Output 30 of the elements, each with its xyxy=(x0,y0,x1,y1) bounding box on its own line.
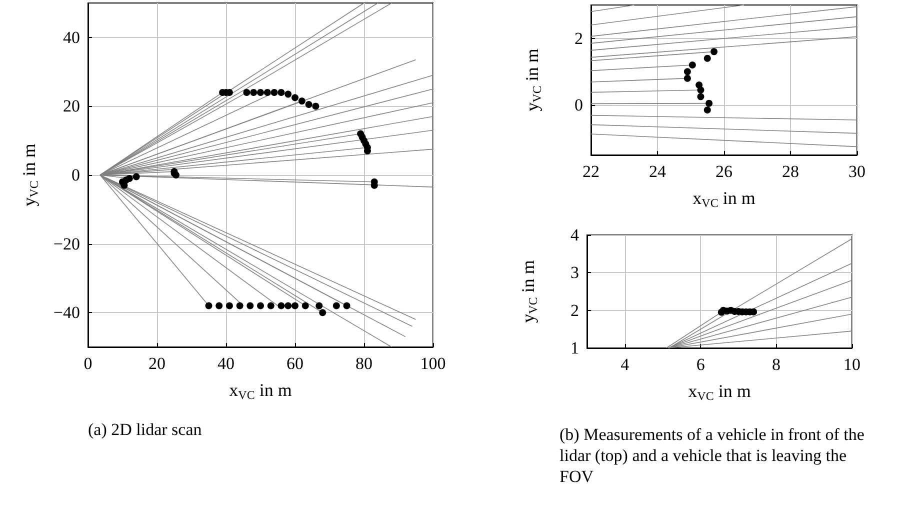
y-tick-label: 0 xyxy=(574,96,583,114)
x-tick-label: 40 xyxy=(218,354,234,373)
x-tick-label: 0 xyxy=(84,354,92,373)
y-tick-label: 3 xyxy=(570,263,579,282)
y-axis-title: yVC in m xyxy=(518,260,540,323)
x-tick-label: 30 xyxy=(848,162,866,181)
x-tick-label: 6 xyxy=(696,355,705,374)
y-tick-label: 4 xyxy=(570,226,580,244)
x-tick-label: 100 xyxy=(420,354,446,373)
x-tick-label: 26 xyxy=(716,162,732,181)
y-axis-title: yVC in m xyxy=(19,144,41,206)
x-tick-label: 4 xyxy=(620,355,630,374)
y-axis-title: yVC in m xyxy=(522,48,544,112)
x-tick-label: 8 xyxy=(772,355,781,374)
x-tick-label: 22 xyxy=(582,162,600,181)
y-tick-label: 20 xyxy=(63,96,80,116)
x-tick-label: 80 xyxy=(356,354,372,373)
y-tick-label: −20 xyxy=(53,234,80,254)
text: (a) 2D lidar scan xyxy=(88,420,202,439)
y-tick-label: 2 xyxy=(570,300,579,320)
y-tick-label: −40 xyxy=(53,303,80,322)
x-tick-label: 60 xyxy=(286,354,304,373)
x-tick-label: 24 xyxy=(649,162,666,181)
x-tick-label: 28 xyxy=(782,162,799,181)
x-tick-label: 20 xyxy=(148,354,166,373)
text: (b) Measurements of a vehicle in front of the lidar (top) and a vehicle that is leaving the FOV xyxy=(560,425,869,486)
y-tick-label: 2 xyxy=(574,28,583,48)
y-tick-label: 40 xyxy=(63,28,80,47)
y-tick-label: 1 xyxy=(570,338,579,358)
x-tick-label: 10 xyxy=(844,355,860,374)
